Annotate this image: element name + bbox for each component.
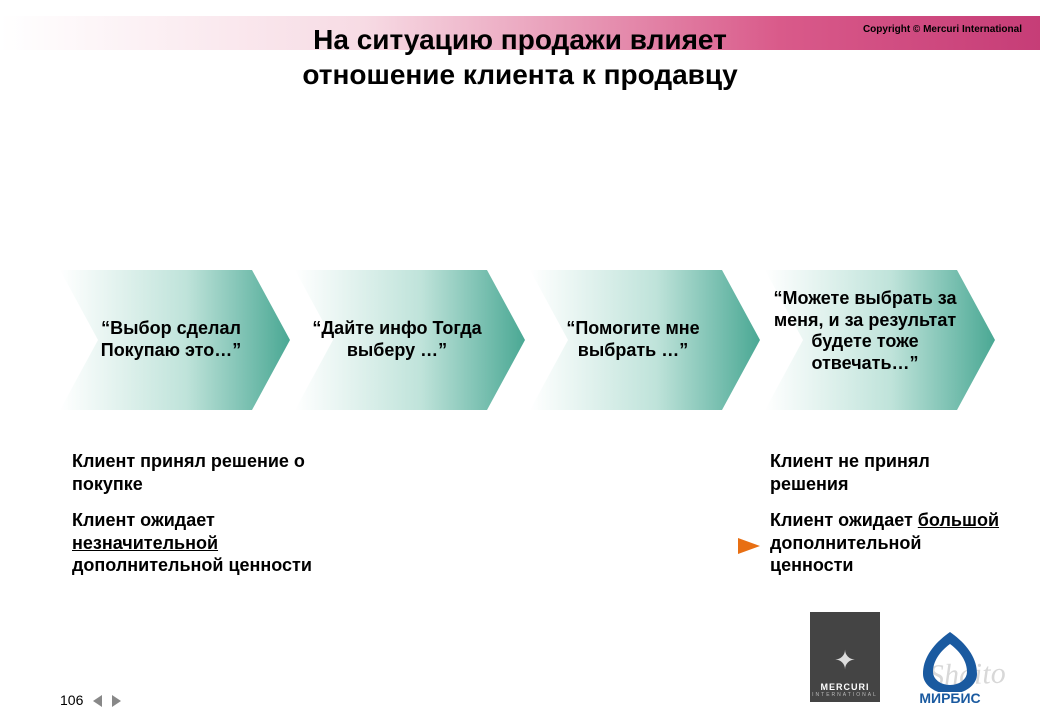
runner-icon: ✦ <box>834 645 856 676</box>
left-desc-p2-pre: Клиент ожидает <box>72 510 215 530</box>
mirbis-dome-icon <box>915 630 985 692</box>
left-desc-p2-post: дополнительной ценности <box>72 555 312 575</box>
left-desc-p2-underlined: незначительной <box>72 533 218 553</box>
next-slide-icon[interactable] <box>112 695 121 707</box>
slide-title: На ситуацию продажи влияет отношение кли… <box>0 22 1040 92</box>
mirbis-logo-label: МИРБИС <box>900 690 1000 706</box>
chevron-1-label: “Выбор сделал Покупаю это…” <box>66 318 276 361</box>
title-line-2: отношение клиента к продавцу <box>302 59 737 90</box>
chevron-flow: “Выбор сделал Покупаю это…” “Дайте инфо … <box>60 270 990 410</box>
page-number: 106 <box>60 692 83 708</box>
right-desc-p2: Клиент ожидает большой дополнительной це… <box>770 509 1000 577</box>
mercuri-logo: ✦ MERCURI INTERNATIONAL <box>810 612 880 702</box>
right-desc-p2-post: дополнительной ценности <box>770 533 921 576</box>
chevron-4-label: “Можете выбрать за меня, и за результат … <box>760 288 970 374</box>
right-desc-p2-pre: Клиент ожидает <box>770 510 918 530</box>
chevron-3-label: “Помогите мне выбрать …” <box>528 318 738 361</box>
left-description: Клиент принял решение о покупке Клиент о… <box>72 450 332 577</box>
value-gradient-arrow <box>260 538 760 554</box>
prev-slide-icon[interactable] <box>93 695 102 707</box>
right-desc-p2-underlined: большой <box>918 510 999 530</box>
mercuri-logo-label: MERCURI <box>821 682 870 692</box>
right-description: Клиент не принял решения Клиент ожидает … <box>770 450 1000 577</box>
mirbis-logo: МИРБИС <box>900 630 1000 706</box>
right-desc-p1: Клиент не принял решения <box>770 450 1000 495</box>
page-number-area: 106 <box>60 692 121 708</box>
chevron-2-label: “Дайте инфо Тогда выберу …” <box>292 318 502 361</box>
left-desc-p1: Клиент принял решение о покупке <box>72 450 332 495</box>
title-line-1: На ситуацию продажи влияет <box>313 24 727 55</box>
mercuri-logo-sub: INTERNATIONAL <box>812 692 878 698</box>
